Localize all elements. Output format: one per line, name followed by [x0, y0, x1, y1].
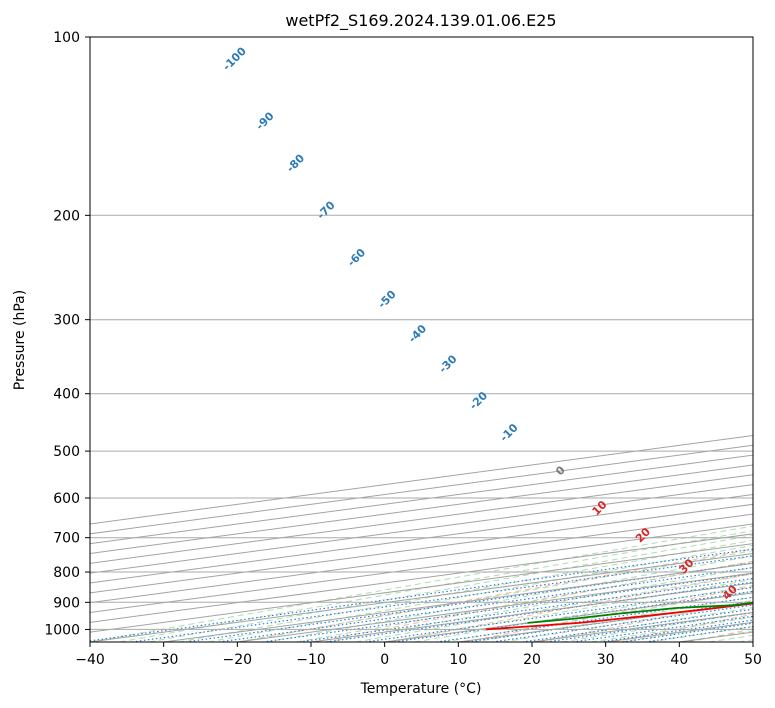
isotherm-line — [384, 592, 753, 642]
y-tick-label: 400 — [53, 387, 80, 403]
grid-lines — [90, 37, 753, 642]
dry-adiabat-line — [464, 586, 753, 642]
x-axis-label: Temperature (°C) — [360, 681, 482, 697]
moist-adiabat-line — [178, 539, 753, 642]
x-tick-label: 10 — [449, 652, 467, 668]
height-label: -50 — [375, 288, 398, 311]
y-tick-label: 100 — [53, 30, 80, 46]
isotherm-line — [90, 523, 753, 613]
x-axis: −40 −30 −20 −10 0 10 20 30 40 50 — [75, 642, 762, 668]
moist-adiabat-line — [237, 550, 753, 642]
x-tick-label: 40 — [670, 652, 688, 668]
height-label: -40 — [406, 322, 429, 345]
isotherm-line — [90, 464, 753, 554]
isotherm-line — [90, 454, 753, 545]
isotherm-line — [458, 602, 753, 642]
x-tick-label: −20 — [223, 652, 253, 668]
moist-adiabat-line — [531, 607, 753, 642]
dry-adiabat-line — [314, 560, 753, 642]
isotherm-line — [90, 552, 753, 642]
moist-adiabat-line — [649, 626, 753, 642]
y-tick-label: 200 — [53, 208, 80, 224]
height-label: -20 — [467, 389, 490, 412]
isotherm-line — [310, 582, 753, 642]
isotherm-line — [90, 434, 753, 525]
height-label: -70 — [314, 198, 337, 221]
mixing-ratio-line — [299, 577, 753, 642]
y-tick-label: 700 — [53, 531, 80, 547]
moist-adiabat-line — [266, 555, 753, 642]
x-tick-label: −10 — [296, 652, 326, 668]
moist-adiabat-line — [119, 530, 753, 642]
isotherm-line — [90, 474, 753, 564]
mixing-ratio-line — [326, 581, 753, 642]
isotherm-line — [90, 533, 753, 623]
y-tick-label: 300 — [53, 313, 80, 329]
isotherm-line — [90, 503, 753, 594]
x-tick-label: 20 — [523, 652, 541, 668]
height-label: -10 — [497, 421, 520, 444]
height-label: -100 — [220, 44, 249, 73]
y-axis-label: Pressure (hPa) — [12, 290, 28, 390]
moist-adiabat-line — [590, 616, 753, 642]
y-tick-label: 800 — [53, 565, 80, 581]
y-axis: 1000 900 800 700 600 500 400 300 200 100 — [44, 30, 90, 638]
moist-adiabat-line — [384, 579, 753, 642]
isotherm-line — [752, 641, 753, 642]
y-tick-label: 900 — [53, 595, 80, 611]
height-label: -30 — [436, 352, 459, 375]
height-label: -90 — [253, 109, 276, 132]
height-label: -60 — [345, 246, 368, 269]
mixing-ratio-line — [131, 555, 753, 642]
moist-adiabat-line — [738, 639, 753, 642]
x-tick-label: −30 — [149, 652, 179, 668]
y-tick-label: 500 — [53, 444, 80, 460]
y-tick-label: 600 — [53, 491, 80, 507]
isotherm-line — [90, 513, 753, 604]
dry-adiabat-line — [688, 628, 753, 642]
dry-adiabat-line — [389, 573, 753, 642]
moist-adiabat-line — [148, 534, 753, 642]
isotherm-line — [90, 493, 753, 584]
x-tick-label: 50 — [744, 652, 762, 668]
moist-adiabat-line — [502, 601, 753, 642]
dry-adiabat-line — [239, 548, 753, 642]
dry-adiabat-line — [763, 37, 775, 642]
chart-title: wetPf2_S169.2024.139.01.06.E25 — [285, 11, 556, 31]
moist-adiabat-line — [296, 561, 753, 642]
mixing-ratio-line — [365, 586, 753, 642]
isotherm-line — [531, 611, 753, 642]
x-tick-label: 0 — [380, 652, 389, 668]
plot-frame — [89, 36, 754, 643]
height-label: -80 — [284, 151, 307, 174]
isotherm-line — [90, 484, 753, 574]
y-tick-label: 1000 — [44, 622, 80, 638]
mixing-ratio-line — [522, 608, 753, 642]
isotherm-line — [90, 444, 753, 535]
height-label-red: 10 — [590, 498, 610, 518]
moist-adiabat-line — [90, 525, 753, 642]
background-lines — [90, 37, 775, 642]
x-tick-label: −40 — [75, 652, 105, 668]
moist-adiabat-line — [443, 590, 753, 642]
moist-adiabat-line — [207, 544, 753, 642]
x-tick-label: 30 — [597, 652, 615, 668]
